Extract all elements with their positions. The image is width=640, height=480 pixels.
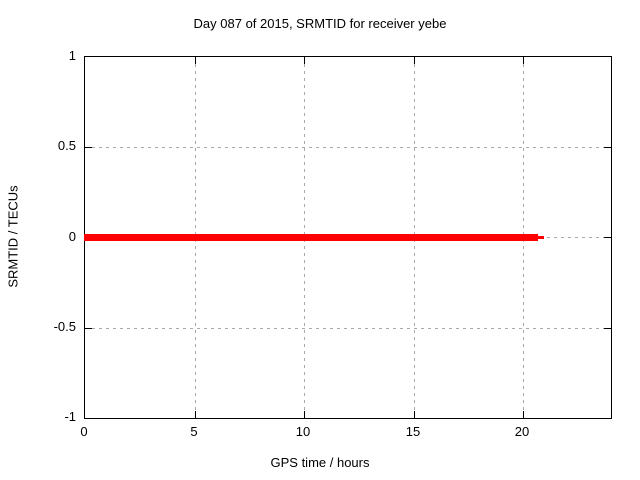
x-tick-label-15: 15 — [405, 424, 421, 439]
tick-bottom-x-20 — [523, 411, 524, 418]
y-axis-label: SRMTID / TECUs — [5, 185, 21, 288]
gridline-y-neg0.5 — [85, 328, 611, 329]
tick-top-x-20 — [523, 57, 524, 64]
tick-left-y-neg0.5 — [85, 328, 92, 329]
y-tick-label-0: 0 — [68, 229, 76, 244]
y-tick-label-neg0.5: -0.5 — [53, 319, 76, 334]
gridline-y-0.5 — [85, 147, 611, 148]
tick-left-y-0.5 — [85, 147, 92, 148]
tick-top-x-15 — [414, 57, 415, 64]
x-tick-label-20: 20 — [514, 424, 530, 439]
y-tick-label-neg1: -1 — [64, 409, 76, 424]
tick-bottom-x-10 — [304, 411, 305, 418]
tick-right-y-neg0.5 — [604, 328, 611, 329]
tick-bottom-x-15 — [414, 411, 415, 418]
tick-bottom-x-5 — [195, 411, 196, 418]
tick-top-x-10 — [304, 57, 305, 64]
x-tick-label-5: 5 — [190, 424, 198, 439]
tick-right-y-0.5 — [604, 147, 611, 148]
plot-area — [84, 56, 612, 419]
tick-top-x-5 — [195, 57, 196, 64]
y-tick-label-0.5: 0.5 — [57, 138, 76, 153]
tick-right-y-0 — [604, 237, 611, 238]
x-axis-label: GPS time / hours — [270, 455, 370, 470]
x-tick-label-10: 10 — [295, 424, 311, 439]
series-srmtid-line — [84, 234, 538, 241]
y-tick-label-1: 1 — [68, 48, 76, 63]
x-tick-label-0: 0 — [80, 424, 88, 439]
chart-title: Day 087 of 2015, SRMTID for receiver yeb… — [193, 16, 447, 31]
series-srmtid-line-tip — [538, 236, 544, 239]
